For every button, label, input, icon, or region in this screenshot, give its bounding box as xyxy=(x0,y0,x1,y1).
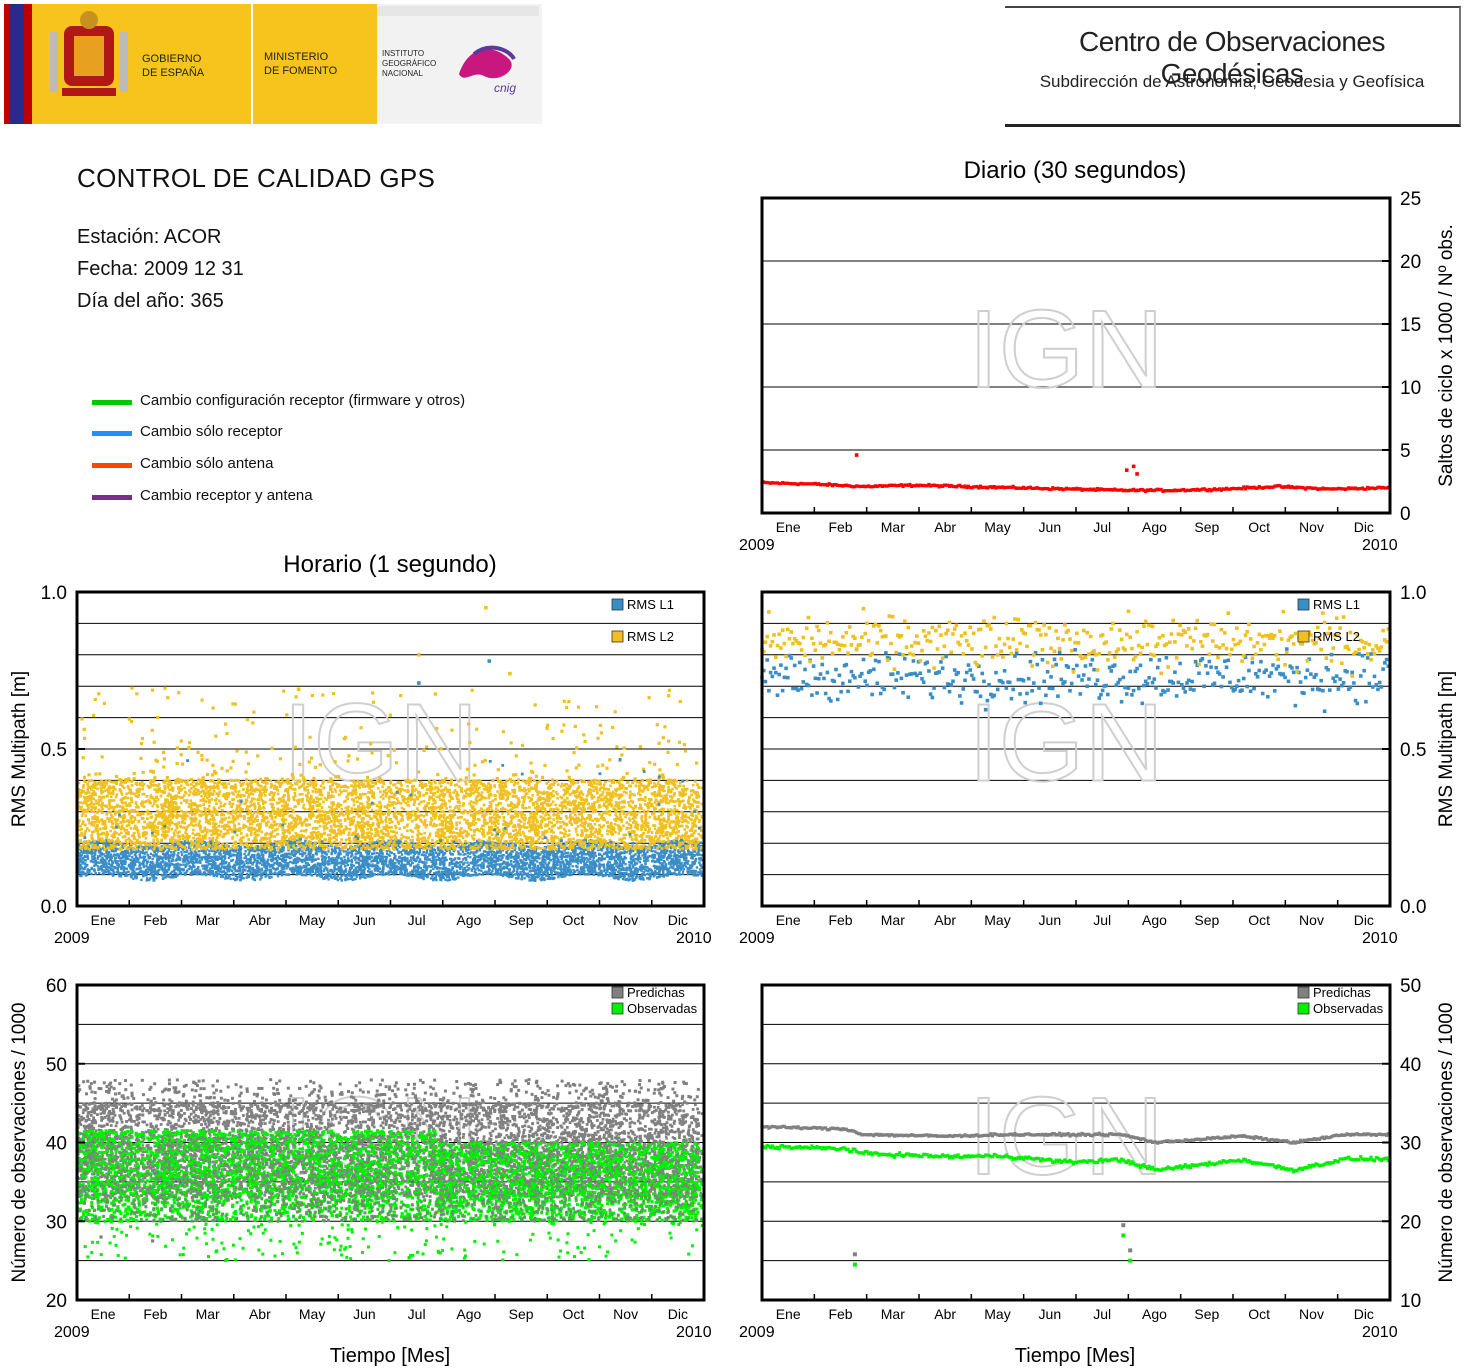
data-point xyxy=(240,879,242,881)
data-point xyxy=(220,850,222,852)
data-point xyxy=(622,878,624,880)
month-tick-label: Nov xyxy=(1299,519,1324,535)
charts-canvas: Diario (30 segundos) Horario (1 segundo)… xyxy=(0,0,1464,1369)
data-point xyxy=(1135,472,1139,476)
data-point xyxy=(477,864,479,866)
data-point xyxy=(1132,465,1136,469)
month-tick-label: Jun xyxy=(1039,519,1062,535)
month-tick-label: Ene xyxy=(776,519,801,535)
month-tick-label: Mar xyxy=(881,519,905,535)
y-tick-label: 0 xyxy=(1400,504,1411,525)
data-point xyxy=(603,869,605,871)
hourly-section-title: Horario (1 segundo) xyxy=(283,551,496,578)
y-tick-label: 20 xyxy=(1400,252,1421,273)
data-point xyxy=(419,858,421,860)
data-point xyxy=(85,859,87,861)
y-tick-label: 5 xyxy=(1400,441,1411,462)
daily-section-title: Diario (30 segundos) xyxy=(964,157,1187,184)
y-tick-label: 25 xyxy=(1400,189,1421,210)
y-tick-label: 15 xyxy=(1400,315,1421,336)
xlabel-left: Tiempo [Mes] xyxy=(330,1345,450,1367)
data-point xyxy=(571,865,573,867)
data-point xyxy=(228,857,230,859)
month-tick-label: May xyxy=(984,519,1010,535)
data-point xyxy=(376,852,378,854)
data-point xyxy=(661,862,663,864)
month-tick-label: Jul xyxy=(1093,519,1111,535)
daily-cycle-slips-plot: IGN 0 5 10 15 20 25 Saltos de ciclo x 1000 / Nº… xyxy=(739,189,1457,554)
data-point xyxy=(331,848,333,850)
y-tick-label: 10 xyxy=(1400,378,1421,399)
watermark-ign: IGN xyxy=(968,288,1164,411)
month-tick-label: Dic xyxy=(1354,519,1374,535)
year-start-label: 2009 xyxy=(739,537,775,554)
y-axis-label: Saltos de ciclo x 1000 / Nº obs. xyxy=(1436,224,1457,487)
data-point xyxy=(576,869,578,871)
data-point xyxy=(1125,468,1129,472)
data-point xyxy=(480,858,482,860)
data-point xyxy=(131,856,133,858)
month-tick-label: Ago xyxy=(1142,519,1167,535)
month-tick-label: Feb xyxy=(828,519,852,535)
data-point xyxy=(187,860,189,862)
data-point xyxy=(351,861,353,863)
data-point xyxy=(498,855,500,857)
data-point xyxy=(632,850,634,852)
xlabel-right: Tiempo [Mes] xyxy=(1015,1345,1135,1367)
data-point xyxy=(855,453,859,457)
data-point xyxy=(303,870,305,872)
month-tick-label: Oct xyxy=(1248,519,1270,535)
month-tick-label: Sep xyxy=(1194,519,1219,535)
data-point xyxy=(476,867,478,869)
watermark-ign: IGN xyxy=(283,681,479,804)
month-tick-label: Abr xyxy=(934,519,956,535)
year-end-label: 2010 xyxy=(1362,537,1398,554)
data-point xyxy=(90,873,92,875)
data-point xyxy=(696,866,698,868)
data-point xyxy=(157,855,159,857)
data-point xyxy=(305,855,307,857)
data-point xyxy=(634,853,636,855)
